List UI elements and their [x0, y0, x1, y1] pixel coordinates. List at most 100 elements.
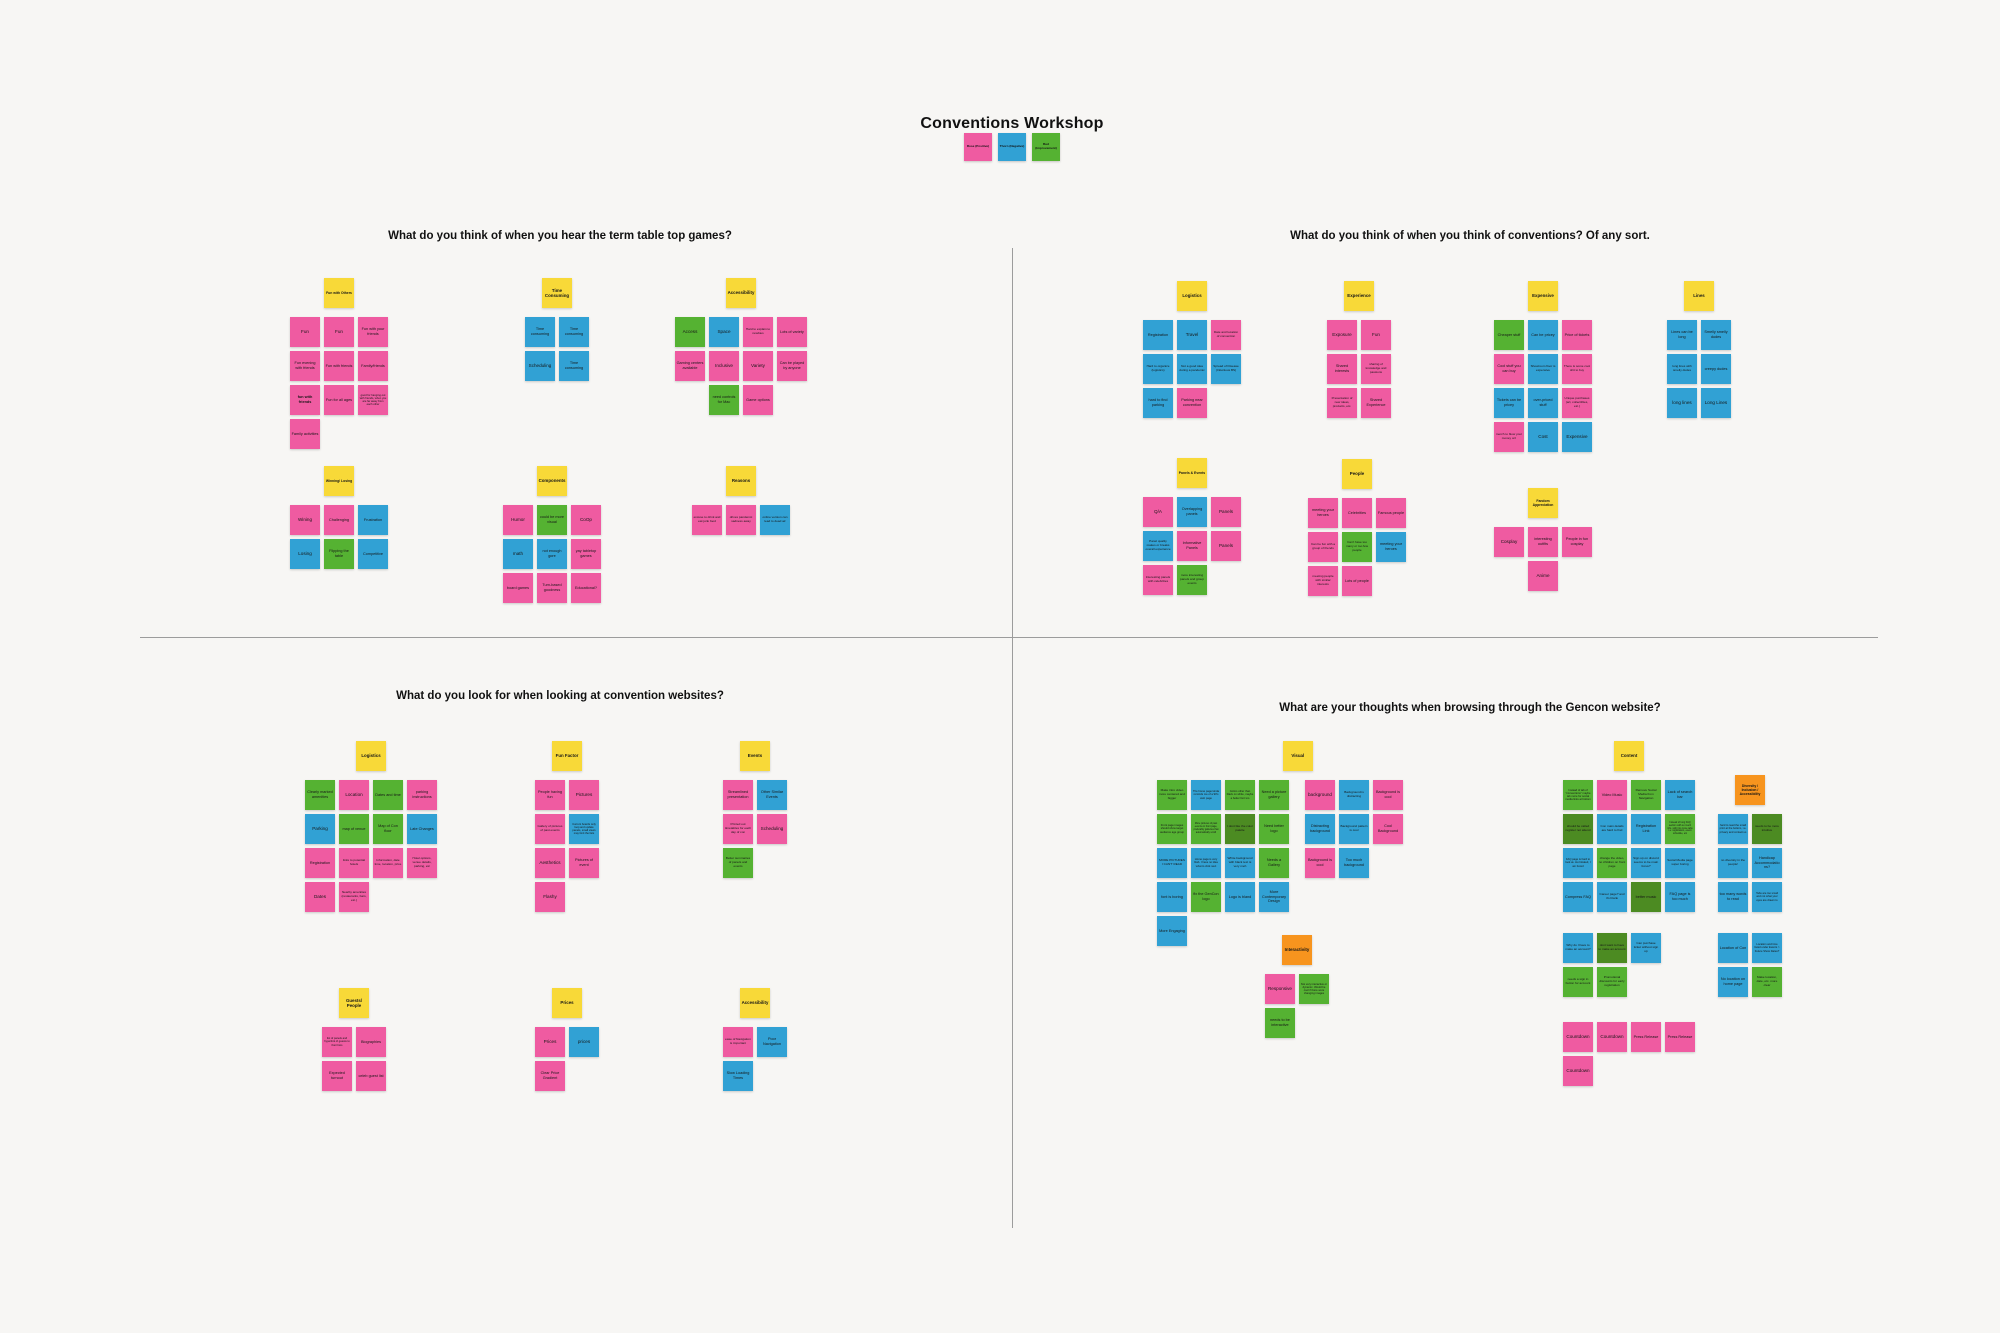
sticky-note[interactable]: No location on home page: [1718, 967, 1748, 997]
sticky-note[interactable]: Clearly marked amenities: [305, 780, 335, 810]
sticky-note[interactable]: Background is distracting: [1339, 780, 1369, 810]
sticky-note[interactable]: Countdown: [1563, 1056, 1593, 1086]
sticky-note[interactable]: Map of Con floor: [373, 814, 403, 844]
sticky-note[interactable]: Access: [675, 317, 705, 347]
sticky-note[interactable]: Clear Price Gradient: [535, 1061, 565, 1091]
sticky-note[interactable]: Smelly smelly dudes: [1701, 320, 1731, 350]
sticky-note[interactable]: Social Media page super boring: [1665, 848, 1695, 878]
sticky-note[interactable]: Long Lines: [1701, 388, 1731, 418]
sticky-note[interactable]: Press Release: [1631, 1022, 1661, 1052]
sticky-note[interactable]: parking instructions: [407, 780, 437, 810]
sticky-note[interactable]: Overlapping panels: [1177, 497, 1207, 527]
sticky-note[interactable]: More pictures of past events on front pa…: [1191, 814, 1221, 844]
sticky-note[interactable]: Exposure: [1327, 320, 1357, 350]
sticky-note[interactable]: Make location, date, etc. more clear: [1752, 967, 1782, 997]
sticky-note[interactable]: Variety: [743, 351, 773, 381]
sticky-note[interactable]: Lack of search bar: [1665, 780, 1695, 810]
cluster-header-sticky[interactable]: Content: [1614, 741, 1644, 771]
sticky-note[interactable]: meeting people with similar interests: [1308, 566, 1338, 596]
board-title[interactable]: Conventions Workshop: [920, 114, 1104, 132]
sticky-note[interactable]: Celebrities: [1342, 498, 1372, 528]
sticky-note[interactable]: better music: [1631, 882, 1661, 912]
cluster-header-sticky[interactable]: Guests/ People: [339, 988, 369, 1018]
sticky-note[interactable]: Instead of tab of "conventions" maybe ta…: [1563, 780, 1593, 810]
sticky-note[interactable]: More Contemporary Design: [1259, 882, 1289, 912]
legend-sticky-rose[interactable]: Rose (Positive): [964, 133, 992, 161]
sticky-note[interactable]: Can't have too many or too few people: [1342, 532, 1372, 562]
sticky-note[interactable]: Late Changes: [407, 814, 437, 844]
sticky-note[interactable]: Lots of variety: [777, 317, 807, 347]
sticky-note[interactable]: fun with friends: [290, 385, 320, 415]
sticky-note[interactable]: math: [503, 539, 533, 569]
cluster-header-sticky[interactable]: Accessibility: [726, 278, 756, 308]
sticky-note[interactable]: Lines can be long: [1667, 320, 1697, 350]
sticky-note[interactable]: links to potential hotels: [339, 848, 369, 878]
sticky-note[interactable]: Family activities: [290, 419, 320, 449]
sticky-note[interactable]: Competitive: [358, 539, 388, 569]
sticky-note[interactable]: Can be pricey: [1528, 320, 1558, 350]
sticky-note[interactable]: Front page images should show target aud…: [1157, 814, 1187, 844]
sticky-note[interactable]: Panels: [1211, 497, 1241, 527]
sticky-note[interactable]: Poor Navigation: [757, 1027, 787, 1057]
sticky-note[interactable]: Registration Link: [1631, 814, 1661, 844]
legend-sticky-thorn[interactable]: Thorn (Negative): [998, 133, 1026, 161]
question-gencon-website[interactable]: What are your thoughts when browsing thr…: [1279, 702, 1661, 714]
question-conventions[interactable]: What do you think of when you think of c…: [1290, 230, 1650, 242]
cluster-header-sticky[interactable]: Fandom Appreciation: [1528, 488, 1558, 518]
sticky-note[interactable]: Registration: [1143, 320, 1173, 350]
cluster-header-sticky[interactable]: Accessibility: [740, 988, 770, 1018]
sticky-note[interactable]: need controls for Mac: [709, 385, 739, 415]
sticky-note[interactable]: Not very interactive or dynamic. Would b…: [1299, 974, 1329, 1004]
sticky-note[interactable]: celeb guest list: [356, 1061, 386, 1091]
sticky-note[interactable]: Fun: [324, 317, 354, 347]
sticky-note[interactable]: Shared interests: [1327, 354, 1357, 384]
cluster-header-sticky[interactable]: Winning/ Losing: [324, 466, 354, 496]
sticky-note[interactable]: list of panels and hyperlink of guests t…: [322, 1027, 352, 1057]
sticky-note[interactable]: font is boring: [1157, 882, 1187, 912]
sticky-note[interactable]: Time consuming: [525, 317, 555, 347]
sticky-note[interactable]: Why do I have to make an account?: [1563, 933, 1593, 963]
sticky-note[interactable]: Parking: [305, 814, 335, 844]
sticky-note[interactable]: Space: [709, 317, 739, 347]
sticky-note[interactable]: Nearby amenities (restaurants, bars, etc…: [339, 882, 369, 912]
sticky-note[interactable]: Too much background: [1339, 848, 1369, 878]
sticky-note[interactable]: Aesthetics: [535, 848, 565, 878]
sticky-note[interactable]: Family/friends: [358, 351, 388, 381]
sticky-note[interactable]: Gaming centers available: [675, 351, 705, 381]
sticky-note[interactable]: Gallery of pictures of past events: [535, 814, 565, 844]
sticky-note[interactable]: Other Similar Events: [757, 780, 787, 810]
sticky-note[interactable]: Can be played by anyone: [777, 351, 807, 381]
sticky-note[interactable]: Cosplay: [1494, 527, 1524, 557]
cluster-header-sticky[interactable]: Events: [740, 741, 770, 771]
sticky-note[interactable]: Sign up on discord seems to be main focu…: [1631, 848, 1661, 878]
sticky-note[interactable]: Better summaries of panels and events: [723, 848, 753, 878]
sticky-note[interactable]: Biographies: [356, 1027, 386, 1057]
sticky-note[interactable]: White background with black text is very…: [1225, 848, 1255, 878]
sticky-note[interactable]: merch to blow your money on!: [1494, 422, 1524, 452]
cluster-header-sticky[interactable]: Lines: [1684, 281, 1714, 311]
sticky-note[interactable]: There is some cool shit to buy: [1562, 354, 1592, 384]
sticky-note[interactable]: FAQ page is hard to look at- too bloated…: [1563, 848, 1593, 878]
sticky-note[interactable]: Pictures: [569, 780, 599, 810]
sticky-note[interactable]: Cost: [1528, 422, 1558, 452]
sticky-note[interactable]: Compress FAQ: [1563, 882, 1593, 912]
sticky-note[interactable]: Flashy: [535, 882, 565, 912]
sticky-note[interactable]: Home page is very blah- I have no idea w…: [1191, 848, 1221, 878]
cluster-header-sticky[interactable]: Reasons: [726, 466, 756, 496]
sticky-note[interactable]: meeting your heroes: [1308, 498, 1338, 528]
sticky-note[interactable]: Q/A: [1143, 497, 1173, 527]
sticky-note[interactable]: Can purchase ticket without sign up: [1631, 933, 1661, 963]
sticky-note[interactable]: sharing of knowledge and passions: [1361, 354, 1391, 384]
cluster-header-sticky[interactable]: Time Consuming: [542, 278, 572, 308]
sticky-note[interactable]: Expected turnout: [322, 1061, 352, 1091]
sticky-note[interactable]: Tickets can be pricey: [1494, 388, 1524, 418]
sticky-note[interactable]: Make intro video more centered and bigge…: [1157, 780, 1187, 810]
sticky-note[interactable]: Instead of long FAQ section with so much…: [1665, 814, 1695, 844]
sticky-note[interactable]: Countdown: [1597, 1022, 1627, 1052]
sticky-note[interactable]: Scheduling: [525, 351, 555, 381]
sticky-note[interactable]: Countdown: [1563, 1022, 1593, 1052]
cluster-header-sticky[interactable]: Fun with Others: [324, 278, 354, 308]
sticky-note[interactable]: Fun for all ages: [324, 385, 354, 415]
sticky-note[interactable]: Press Release: [1665, 1022, 1695, 1052]
sticky-note[interactable]: Travel: [1177, 320, 1207, 350]
